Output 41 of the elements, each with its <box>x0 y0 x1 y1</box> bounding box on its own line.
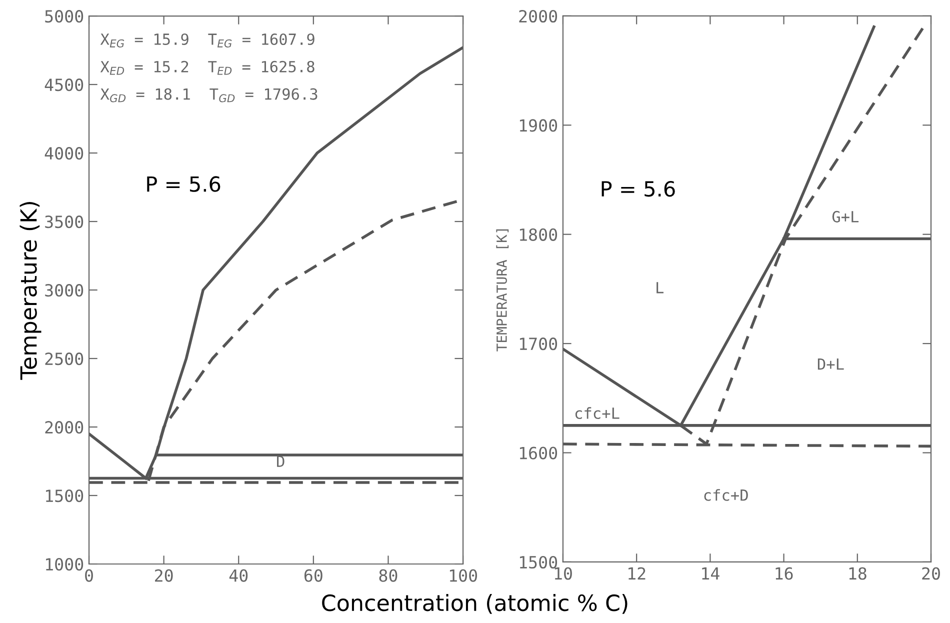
annotation: cfc+L <box>575 407 620 419</box>
y-tick-label: 4000 <box>44 147 84 160</box>
y-tick-label: 3000 <box>45 284 84 297</box>
annotation: G+L <box>832 210 859 222</box>
x-tick-label: 12 <box>628 567 646 580</box>
y-tick-label: 1000 <box>46 558 84 571</box>
x-tick-label: 20 <box>155 569 173 582</box>
x-axis-title: Concentration (atomic % C) <box>322 594 628 614</box>
x-tick-label: 40 <box>229 569 248 582</box>
x-tick-label: 10 <box>554 567 572 580</box>
annotation: X$_{ED}$ = 15.2 T$_{ED}$ = 1625.8 <box>100 60 314 75</box>
x-tick-label: 18 <box>849 567 866 580</box>
annotation: L <box>656 282 664 294</box>
y-tick-label: 3500 <box>45 216 84 228</box>
annotation: X$_{GD}$ = 18.1 T$_{GD}$ = 1796.3 <box>100 88 318 102</box>
x-tick-label: 60 <box>304 569 322 582</box>
y-tick-label: 5000 <box>45 10 84 23</box>
y-tick-label: 1600 <box>520 446 558 460</box>
annotation: P = 5.6 <box>602 180 675 197</box>
y-tick-label: 2500 <box>45 352 84 366</box>
y-tick-label: 1900 <box>520 119 558 132</box>
y-tick-label: 1500 <box>46 490 84 502</box>
annotation: D+L <box>818 358 844 370</box>
y-tick-label: 1500 <box>520 556 558 569</box>
x-tick-label: 14 <box>702 567 720 580</box>
y-tick-label: 4500 <box>44 78 84 92</box>
x-tick-label: 16 <box>776 567 793 580</box>
x-tick-label: 80 <box>379 569 398 582</box>
annotation: cfc+D <box>704 489 748 501</box>
x-tick-label: 100 <box>450 569 477 582</box>
y-tick-label: 2000 <box>519 10 558 23</box>
x-tick-label: 20 <box>922 567 940 580</box>
y-tick-label: 1800 <box>520 228 558 241</box>
annotation: D <box>277 456 284 467</box>
y-axis-title: Temperature (K) <box>20 202 42 380</box>
y-axis-title: TEMPERATURA [K] <box>496 229 509 352</box>
y-tick-label: 1700 <box>520 338 558 350</box>
x-tick-label: 0 <box>85 569 93 582</box>
annotation: P = 5.6 <box>147 176 220 192</box>
annotation: X$_{EG}$ = 15.9 T$_{EG}$ = 1607.9 <box>100 33 314 48</box>
y-tick-label: 2000 <box>45 421 84 434</box>
